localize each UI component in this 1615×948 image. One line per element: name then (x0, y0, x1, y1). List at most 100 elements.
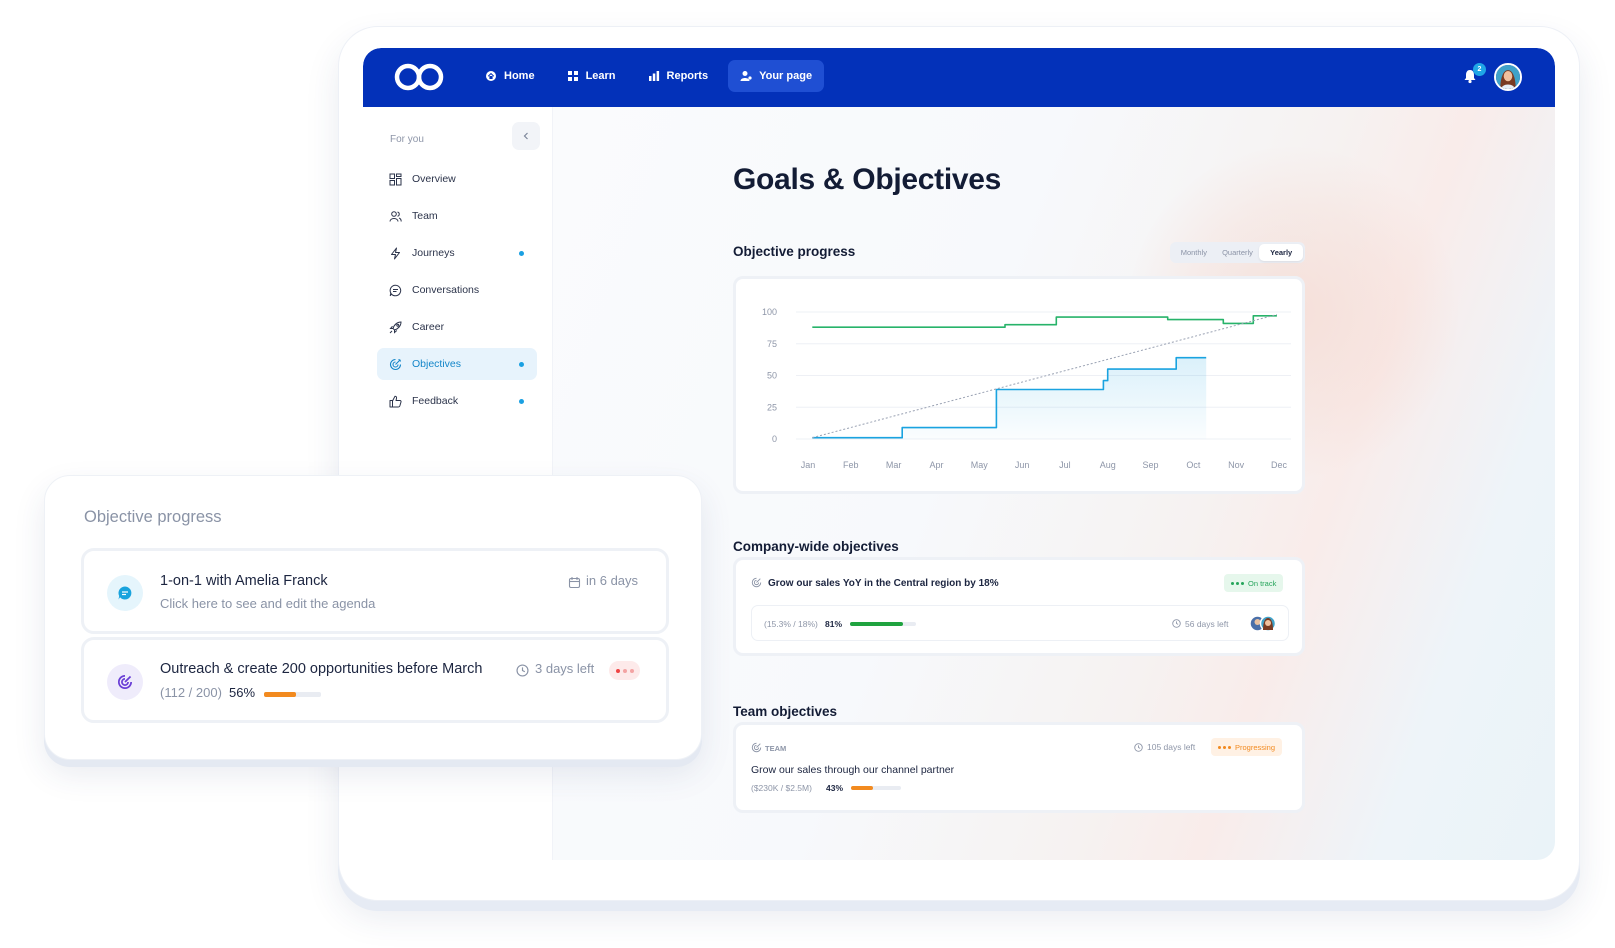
tab-quarterly[interactable]: Quarterly (1222, 248, 1253, 257)
company-objective-card[interactable]: Grow our sales YoY in the Central region… (733, 557, 1305, 656)
y-tick-label: 0 (772, 434, 777, 444)
progress-percent: 81% (825, 619, 843, 629)
y-tick-label: 50 (767, 371, 777, 381)
x-tick-label: Mar (886, 460, 902, 470)
sidebar-item-conversations[interactable]: Conversations (377, 274, 537, 306)
x-tick-label: Aug (1100, 460, 1116, 470)
sidebar-item-journeys[interactable]: Journeys (377, 237, 537, 269)
x-tick-label: Oct (1186, 460, 1201, 470)
x-tick-label: Feb (843, 460, 859, 470)
sidebar-item-label: Objectives (412, 358, 462, 370)
progress-bar-fill (264, 692, 296, 697)
y-tick-label: 100 (762, 307, 777, 317)
objective-item[interactable]: Outreach & create 200 opportunities befo… (81, 637, 669, 723)
objective-title: Grow our sales through our channel partn… (751, 764, 955, 776)
nav-your-page-label: Your page (759, 70, 813, 82)
target-icon (117, 674, 133, 690)
series-line (812, 356, 1207, 439)
team-objective-card[interactable]: TEAM 105 days left Progressing Grow our … (733, 722, 1305, 813)
y-tick-label: 75 (767, 339, 777, 349)
assignee-avatars[interactable] (1249, 615, 1279, 632)
x-tick-label: Sep (1143, 460, 1159, 470)
nav-your-page[interactable]: Your page (728, 60, 825, 92)
progress-bar-fill (851, 786, 873, 790)
user-avatar[interactable] (1494, 63, 1522, 91)
x-tick-label: Dec (1271, 460, 1288, 470)
sidebar-item-label: Team (412, 210, 438, 222)
objective-progress-heading: Objective progress (733, 244, 856, 259)
x-tick-label: Jan (801, 460, 816, 470)
team-objectives-heading: Team objectives (733, 704, 838, 719)
period-toggle: Monthly Quarterly Yearly (1170, 242, 1305, 263)
objective-progress-row: (15.3% / 18%) 81% 56 days left (751, 605, 1289, 641)
clock-icon (1134, 743, 1143, 752)
progress-ratio: (15.3% / 18%) (764, 619, 818, 629)
target-icon (751, 577, 762, 588)
sidebar-item-label: Overview (412, 173, 456, 185)
sidebar-item-objectives[interactable]: Objectives (377, 348, 537, 380)
status-dots-icon (1218, 745, 1231, 749)
progress-bar (851, 786, 901, 790)
top-navigation-bar: Home Learn Reports Your page 2 (363, 48, 1555, 107)
tab-monthly[interactable]: Monthly (1180, 248, 1207, 257)
sidebar-section-label: For you (390, 134, 424, 145)
status-badge: Progressing (1211, 738, 1283, 756)
home-icon (486, 71, 496, 81)
objective-title: Outreach & create 200 opportunities befo… (160, 661, 483, 677)
sidebar-item-label: Conversations (412, 284, 480, 296)
meeting-item[interactable]: 1-on-1 with Amelia Franck Click here to … (81, 548, 669, 634)
main-nav: Home Learn Reports Your page (473, 60, 825, 92)
learn-icon (567, 71, 578, 81)
overview-icon (389, 173, 402, 185)
unread-dot (519, 399, 524, 404)
journeys-icon (391, 247, 400, 259)
nav-learn[interactable]: Learn (555, 60, 628, 92)
x-tick-label: Jul (1059, 460, 1071, 470)
nav-home-label: Home (504, 70, 535, 82)
collapse-sidebar-button[interactable] (512, 122, 540, 150)
x-tick-label: Nov (1228, 460, 1245, 470)
nav-home[interactable]: Home (473, 60, 547, 92)
meeting-when: in 6 days (586, 573, 639, 588)
clock-icon (1172, 619, 1181, 628)
progress-percent: 43% (826, 783, 844, 793)
status-indicator (609, 661, 640, 680)
progress-bar-fill (850, 622, 904, 626)
unread-dot (519, 362, 524, 367)
sidebar-item-team[interactable]: Team (377, 200, 537, 232)
logo-icon[interactable] (393, 61, 445, 93)
progress-ratio: ($230K / $2.5M) (751, 783, 812, 793)
chevron-left-icon (523, 132, 528, 140)
sidebar-item-label: Career (412, 321, 445, 333)
user-icon (740, 71, 752, 81)
nav-learn-label: Learn (585, 70, 616, 82)
y-tick-label: 25 (767, 402, 777, 412)
sidebar-item-feedback[interactable]: Feedback (377, 385, 537, 417)
nav-reports-label: Reports (666, 70, 709, 82)
nav-reports[interactable]: Reports (636, 60, 721, 92)
target-icon (751, 742, 762, 753)
unread-dot (519, 251, 524, 256)
team-icon (389, 210, 402, 222)
objective-days-left: 3 days left (535, 661, 595, 676)
sidebar-item-career[interactable]: Career (377, 311, 537, 343)
x-tick-label: May (971, 460, 989, 470)
days-left: 105 days left (1147, 742, 1196, 752)
sidebar-item-overview[interactable]: Overview (377, 163, 537, 195)
objective-progress-popup: Objective progress 1-on-1 with Amelia Fr… (44, 475, 702, 760)
objective-progress-chart: 0 25 50 75 100 Jan Feb Mar Apr May Jun Jul Aug Sep Oct… (733, 276, 1305, 494)
tab-yearly[interactable]: Yearly (1259, 244, 1304, 261)
calendar-icon (568, 577, 581, 589)
sidebar-item-label: Journeys (412, 247, 455, 259)
meeting-title: 1-on-1 with Amelia Franck (160, 573, 328, 589)
objective-percent: 56% (229, 685, 256, 700)
x-tick-label: Jun (1015, 460, 1030, 470)
target-icon-wrapper (107, 664, 143, 700)
progress-line-chart: 0 25 50 75 100 Jan Feb Mar Apr May Jun Jul Aug Sep Oct… (762, 307, 1291, 470)
chat-icon-wrapper (107, 575, 143, 611)
notification-badge: 2 (1473, 63, 1486, 76)
progress-bar (264, 692, 321, 697)
bell-icon[interactable] (1462, 68, 1478, 84)
popup-title: Objective progress (84, 508, 222, 526)
sidebar-item-label: Feedback (412, 395, 459, 407)
